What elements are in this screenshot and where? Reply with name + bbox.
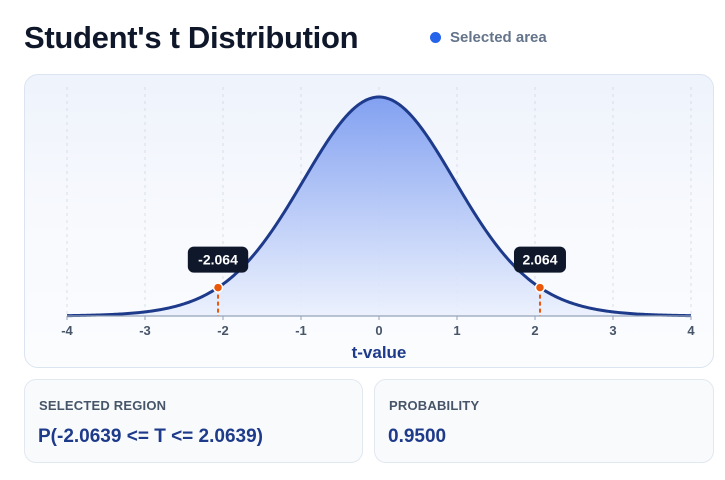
tooltip-background xyxy=(187,246,249,273)
x-tick-label: 0 xyxy=(375,323,382,338)
page-title: Student's t Distribution xyxy=(24,20,359,55)
x-tick-label: 3 xyxy=(609,323,616,338)
legend-label: Selected area xyxy=(450,29,547,46)
legend-marker-icon xyxy=(430,32,441,43)
probability-label: PROBABILITY xyxy=(389,398,480,413)
x-tick-label: -2 xyxy=(217,323,229,338)
t-distribution-chart: -4 -3 -2 -1 0 1 2 3 4 t-value -2.064 2.064 xyxy=(61,87,695,362)
probability-value: 0.9500 xyxy=(388,426,447,447)
probability-card: PROBABILITY 0.9500 xyxy=(374,379,714,463)
density-curve xyxy=(66,95,692,318)
x-tick-label: 1 xyxy=(453,323,460,338)
selected-region-card: SELECTED REGION P(-2.0639 <= T <= 2.0639… xyxy=(24,379,363,463)
lower-bound-point xyxy=(212,282,224,293)
selected-region-value: P(-2.0639 <= T <= 2.0639) xyxy=(38,426,263,447)
selected-region-label: SELECTED REGION xyxy=(39,398,167,413)
upper-bound-tooltip: 2.064 xyxy=(513,246,566,273)
x-tick-label: 4 xyxy=(687,323,695,338)
chart-card: -4 -3 -2 -1 0 1 2 3 4 t-value -2.064 2.064 xyxy=(24,74,714,368)
x-tick-label: -1 xyxy=(295,323,307,338)
upper-bound-label: 2.064 xyxy=(522,252,557,268)
x-axis-label: t-value xyxy=(352,343,407,362)
x-tick-label: -3 xyxy=(139,323,151,338)
x-tick-label: -4 xyxy=(61,323,73,338)
upper-bound-point xyxy=(534,282,546,293)
lower-bound-label: -2.064 xyxy=(198,252,238,268)
x-tick-label: 2 xyxy=(531,323,538,338)
tooltip-background xyxy=(513,246,566,273)
lower-bound-tooltip: -2.064 xyxy=(187,246,249,273)
selected-area xyxy=(67,97,691,316)
chart-legend: Selected area xyxy=(430,29,547,46)
